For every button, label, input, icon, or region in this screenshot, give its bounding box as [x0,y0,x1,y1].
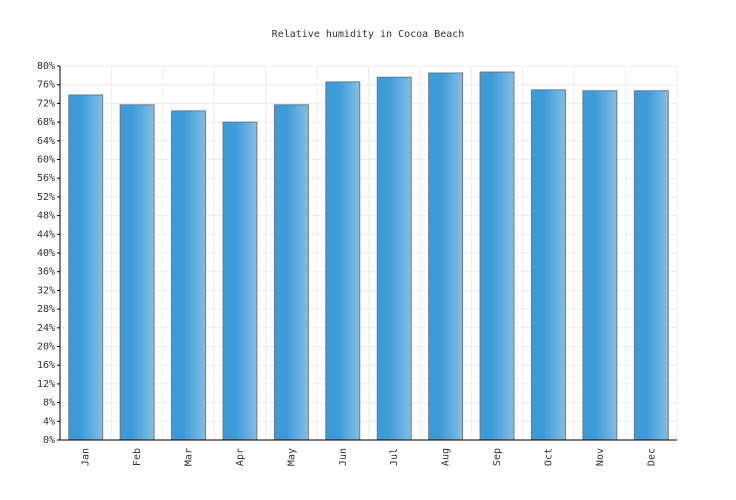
y-tick-label: 20% [37,342,55,353]
x-tick-label: Jan [81,448,92,466]
y-tick-label: 36% [37,267,55,278]
chart-title: Relative humidity in Cocoa Beach [272,29,465,40]
bar-shine [69,95,103,440]
x-tick-label: Dec [646,448,657,466]
y-tick-label: 4% [43,416,55,427]
y-tick-label: 8% [43,398,55,409]
y-tick-label: 24% [37,323,55,334]
y-tick-label: 44% [37,229,55,240]
y-tick-label: 64% [37,136,55,147]
y-tick-label: 56% [37,173,55,184]
bar-shine [429,73,463,440]
x-tick-label: Jul [389,448,400,466]
y-tick-label: 68% [37,117,55,128]
y-tick-label: 80% [37,61,55,72]
x-tick-label: Aug [441,448,452,466]
x-tick-label: May [286,448,297,466]
x-tick-label: Nov [595,448,606,466]
bar-shine [583,91,617,440]
x-tick-label: Oct [543,448,554,466]
y-tick-label: 60% [37,155,55,166]
bar-shine [223,122,257,440]
bar-shine [274,105,308,440]
bar-shine [377,77,411,440]
y-tick-label: 32% [37,285,55,296]
y-tick-label: 12% [37,379,55,390]
y-tick-label: 28% [37,304,55,315]
y-tick-label: 72% [37,98,55,109]
bar-shine [172,111,206,440]
x-tick-label: Apr [235,448,246,466]
bar-shine [120,105,154,440]
x-tick-label: Feb [132,448,143,466]
bar-shine [634,91,668,440]
y-tick-label: 48% [37,211,55,222]
x-tick-label: Jun [338,448,349,466]
bar-shine [326,82,360,440]
y-tick-label: 16% [37,360,55,371]
bar-shine [480,72,514,440]
y-tick-label: 0% [43,435,55,446]
y-tick-label: 40% [37,248,55,259]
y-tick-label: 52% [37,192,55,203]
y-tick-label: 76% [37,80,55,91]
x-tick-label: Sep [492,448,503,466]
bar-shine [531,90,565,440]
x-tick-label: Mar [184,448,195,466]
